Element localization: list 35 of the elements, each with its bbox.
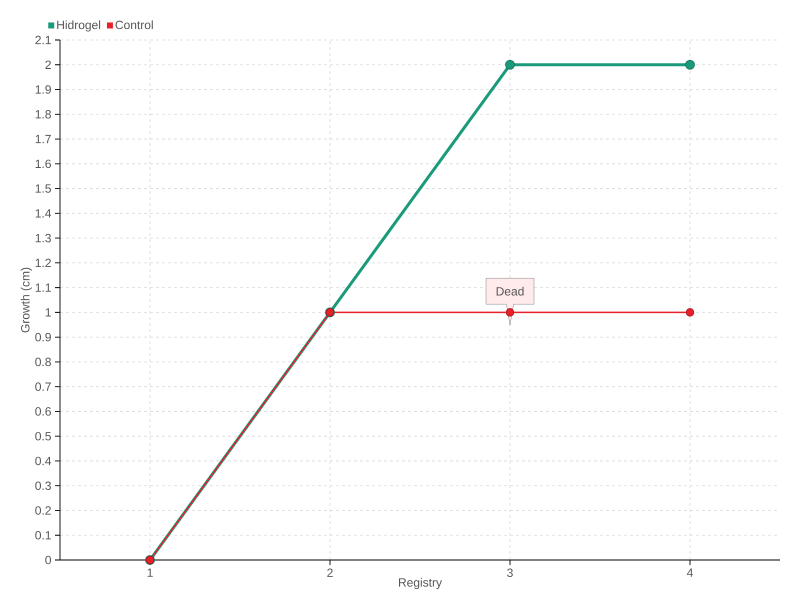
y-tick-label: 2.1: [35, 36, 51, 44]
point: [686, 308, 694, 317]
y-tick-label: 1: [46, 308, 51, 317]
legend-label: Control: [116, 20, 153, 30]
y-axis-title: Growth (cm): [20, 268, 32, 332]
y-tick-label: 1.2: [36, 258, 51, 268]
y-tick-label: 0.4: [35, 456, 52, 466]
y-tick-label: 1.6: [36, 160, 51, 168]
y-tick-label: 0: [45, 556, 52, 564]
y-tick-label: 0.7: [35, 382, 51, 391]
point: [506, 308, 514, 317]
x-tick-label: 1: [148, 568, 153, 577]
y-tick-label: 0.1: [35, 530, 51, 540]
y-tick-label: 0.6: [35, 407, 51, 416]
y-tick-label: 1.4: [36, 209, 52, 218]
x-tick-label: 2: [327, 568, 333, 577]
y-tick-label: 0.2: [35, 506, 51, 515]
y-tick-label: 0.5: [35, 432, 51, 440]
x-tick-label: 3: [507, 568, 513, 578]
y-tick-label: 1.7: [36, 134, 51, 144]
point: [505, 60, 515, 70]
y-tick-label: 1.8: [36, 110, 51, 119]
x-tick-label: 4: [686, 568, 693, 577]
y-tick-label: 0.8: [35, 358, 51, 366]
annotation: Dead: [496, 286, 524, 296]
point: [685, 60, 695, 70]
y-tick-label: 0.3: [35, 481, 51, 490]
y-tick-label: 1.5: [36, 184, 51, 193]
y-tick-label: 1.3: [36, 234, 51, 242]
y-tick-label: 1.1: [36, 283, 51, 292]
y-tick-label: 1.9: [36, 85, 51, 94]
legend-label: Hidrogel: [57, 20, 100, 32]
x-axis-title: Registry: [398, 578, 442, 590]
y-tick-label: 2: [45, 60, 51, 69]
y-tick-label: 0.9: [35, 332, 51, 342]
